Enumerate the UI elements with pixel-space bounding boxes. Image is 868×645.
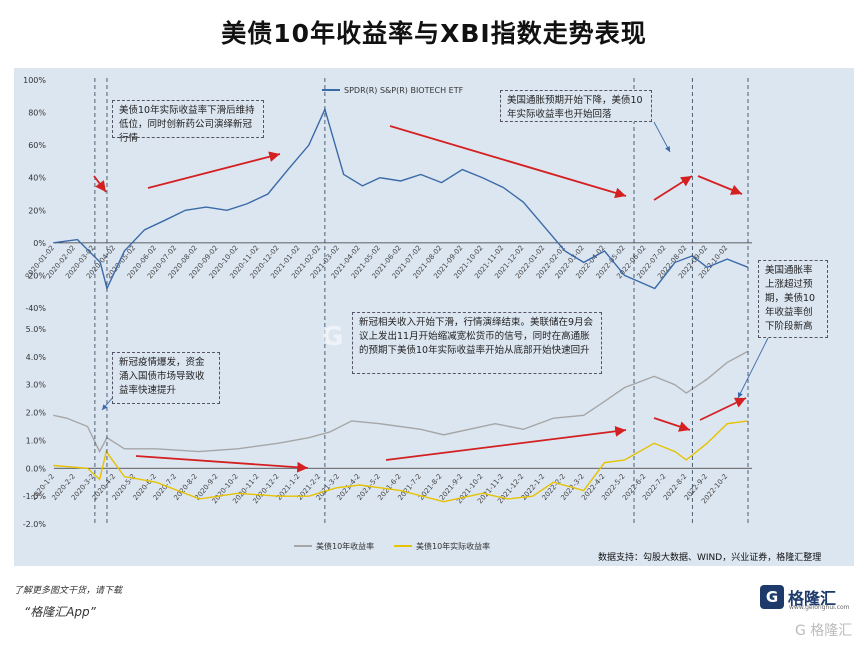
top-y-tick-label: 20% — [28, 206, 46, 215]
bottom-y-tick-label: 4.0% — [26, 353, 47, 362]
annotation-note-1: 美债10年实际收益率下滑后维持低位，同时创新药公司演绎新冠行情 — [112, 100, 264, 144]
trend-arrow — [697, 175, 743, 195]
bottom-y-tick-label: 2.0% — [26, 409, 47, 418]
bottom-y-tick-label: 1.0% — [26, 436, 47, 445]
annotation-note-4: 新冠相关收入开始下滑，行情演绎结束。美联储在9月会议上发出11月开始缩减宽松货币… — [352, 312, 602, 374]
brand-name: 格隆汇 — [788, 589, 837, 608]
bottom-y-tick-label: 5.0% — [26, 325, 47, 334]
top-y-tick-label: 80% — [28, 109, 46, 118]
footer-download-text: 了解更多图文干货，请下载 — [14, 586, 123, 596]
top-y-tick-label: 60% — [28, 141, 46, 150]
bottom-watermark: G 格隆汇 — [795, 623, 853, 639]
xbi-series-line — [53, 107, 749, 291]
trend-arrow — [699, 397, 747, 421]
chart-panel: 100% 80% 60% 40% 20% 0% -20% -40% 2020-01-02 2020… — [14, 68, 854, 566]
annotation-note-5: 美国通胀率上涨超过预期，美债10年收益率创下阶段新高 — [758, 260, 828, 338]
trend-arrow — [135, 455, 309, 473]
nominal-legend-label: 美债10年收益率 — [316, 541, 374, 551]
source-note: 数据支持：勾股大数据、WIND，兴业证券，格隆汇整理 — [598, 553, 822, 563]
annotation-note-3: 新冠疫情爆发，资金涌入国债市场导致收益率快速提升 — [112, 352, 220, 404]
trend-arrow — [389, 125, 627, 199]
bottom-y-tick-label: -2.0% — [23, 520, 47, 529]
top-y-tick-label: 40% — [28, 174, 46, 183]
pointer-arrow — [653, 121, 671, 153]
trend-arrow — [385, 425, 627, 461]
top-y-tick-label: 0% — [33, 239, 46, 248]
trend-arrow — [653, 417, 691, 432]
real-legend-label: 美债10年实际收益率 — [416, 541, 490, 551]
page-title: 美债10年收益率与XBI指数走势表现 — [221, 19, 647, 48]
top-y-tick-label: 100% — [23, 76, 46, 85]
top-y-tick-label: -40% — [25, 304, 46, 313]
trend-arrow — [147, 151, 281, 189]
bottom-y-tick-label: -1.0% — [23, 492, 47, 501]
brand-mark-icon: G — [760, 585, 784, 609]
chart-svg: 100%80%60%40%20%0%-20%-40%2020-01-022020… — [23, 76, 769, 551]
top-y-tick-label: -20% — [25, 271, 46, 280]
pointer-arrow — [737, 337, 769, 399]
trend-arrow — [93, 175, 107, 193]
trend-arrow — [653, 175, 693, 201]
xbi-legend-label: SPDR(R) S&P(R) BIOTECH ETF — [344, 86, 464, 95]
footer-app-name[interactable]: “格隆汇App” — [24, 605, 96, 619]
bottom-y-tick-label: 3.0% — [26, 381, 47, 390]
nominal-yield-line — [53, 350, 749, 454]
real-yield-line — [53, 420, 749, 503]
annotation-note-2: 美国通胀预期开始下降，美债10年实际收益率也开始回落 — [500, 90, 652, 122]
bottom-y-tick-label: 0.0% — [26, 464, 47, 473]
center-watermark: G — [322, 322, 344, 352]
brand-url: www.gelonghui.com — [789, 604, 850, 611]
brand-logo[interactable]: G 格隆汇 www.gelonghui.com — [760, 585, 858, 613]
